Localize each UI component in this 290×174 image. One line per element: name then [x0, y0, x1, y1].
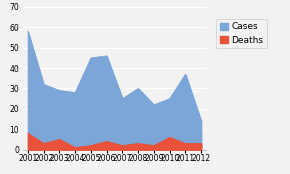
- Legend: Cases, Deaths: Cases, Deaths: [216, 19, 267, 48]
